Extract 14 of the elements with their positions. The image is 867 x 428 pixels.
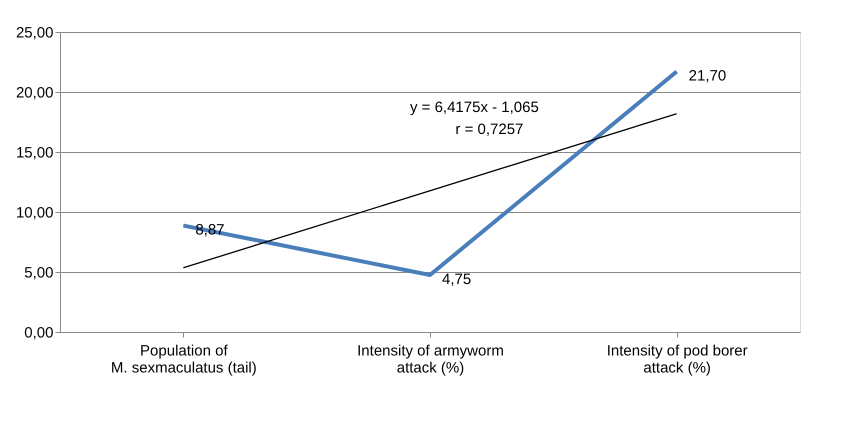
x-tick-label: Intensity of armyworm attack (%) bbox=[357, 342, 504, 376]
y-tick-label: 5,00 bbox=[24, 264, 54, 282]
x-tick-label: Population of M. sexmaculatus (tail) bbox=[110, 342, 257, 376]
y-tick-label: 10,00 bbox=[16, 204, 54, 222]
y-tick-label: 25,00 bbox=[16, 24, 54, 42]
data-label: 21,70 bbox=[688, 68, 726, 85]
data-label: 4,75 bbox=[442, 271, 472, 288]
y-tick-label: 15,00 bbox=[16, 144, 54, 162]
annotation: y = 6,4175x - 1,065 bbox=[410, 99, 539, 116]
annotation: r = 0,7257 bbox=[455, 121, 524, 138]
y-tick-label: 0,00 bbox=[24, 324, 54, 342]
x-tick-label: Intensity of pod borer attack (%) bbox=[606, 342, 748, 376]
data-label: 8,87 bbox=[195, 222, 225, 239]
y-tick-label: 20,00 bbox=[16, 84, 54, 102]
